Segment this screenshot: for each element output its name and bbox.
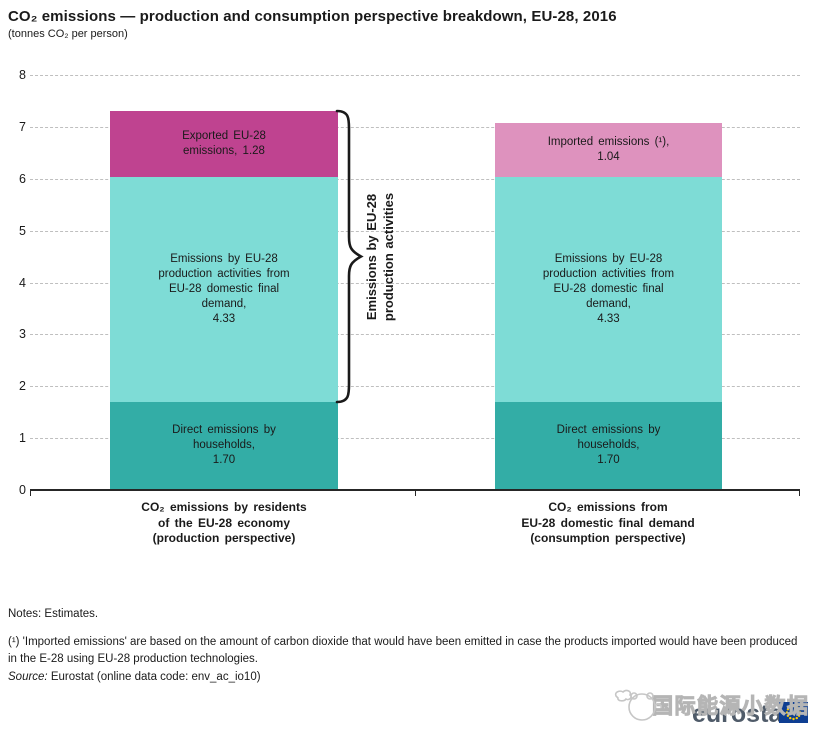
- segment-production-domestic-demand: Emissions by EU-28 production activities…: [495, 177, 722, 402]
- eurostat-wordmark: eurostat: [692, 700, 791, 728]
- y-tick-label: 5: [19, 223, 26, 238]
- segment-imported-emissions: Imported emissions (¹), 1.04: [495, 123, 722, 178]
- brace-label: Emissions by EU-28 production activities: [364, 192, 396, 322]
- chinese-watermark-text: 国际能源小数据: [652, 695, 810, 719]
- source-text: Eurostat (online data code: env_ac_io10): [50, 671, 261, 683]
- segment-production-domestic-demand: Emissions by EU-28 production activities…: [110, 177, 338, 402]
- category-label-production: CO₂ emissions by residents of the EU-28 …: [141, 500, 307, 545]
- y-tick-label: 8: [19, 68, 26, 82]
- y-tick-label: 0: [19, 483, 26, 497]
- x-axis-tick: [30, 489, 31, 496]
- segment-direct-households: Direct emissions by households, 1.70: [110, 401, 338, 490]
- gridline-3: [30, 334, 800, 336]
- gridline-8: [30, 75, 800, 76]
- gridline-6: [30, 178, 800, 180]
- eu-flag-icon: [779, 702, 808, 723]
- y-tick-label: 2: [19, 379, 26, 394]
- notes-line: Notes: Estimates.: [8, 608, 99, 620]
- x-axis-tick: [415, 489, 416, 496]
- source-label: Source:: [8, 671, 48, 683]
- source-line: Source: Eurostat (online data code: env_…: [8, 671, 261, 683]
- gridline-1: [30, 438, 800, 440]
- y-tick-label: 7: [19, 119, 26, 134]
- brace-annotation: [335, 109, 364, 404]
- chart-subtitle: (tonnes CO₂ per person): [8, 28, 128, 40]
- y-tick-label: 1: [19, 431, 26, 446]
- gridline-5: [30, 230, 800, 232]
- footnote: (¹) 'Imported emissions' are based on th…: [8, 636, 798, 665]
- segment-direct-households: Direct emissions by households, 1.70: [495, 401, 722, 490]
- y-tick-label: 6: [19, 171, 26, 186]
- gridline-7: [30, 126, 800, 128]
- category-label-consumption: CO₂ emissions from EU-28 domestic final …: [521, 500, 695, 545]
- bar-production-perspective: Exported EU-28 emissions, 1.28 Emissions…: [110, 110, 338, 490]
- bar-consumption-perspective: Imported emissions (¹), 1.04 Emissions b…: [495, 123, 722, 490]
- x-axis-tick: [799, 489, 800, 496]
- segment-exported-emissions: Exported EU-28 emissions, 1.28: [110, 110, 338, 178]
- panda-logo-icon: [614, 689, 662, 721]
- gridline-4: [30, 282, 800, 284]
- y-tick-label: 3: [19, 327, 26, 342]
- chart-title: CO₂ emissions — production and consumpti…: [8, 8, 617, 25]
- y-tick-label: 4: [19, 275, 26, 290]
- gridline-2: [30, 386, 800, 388]
